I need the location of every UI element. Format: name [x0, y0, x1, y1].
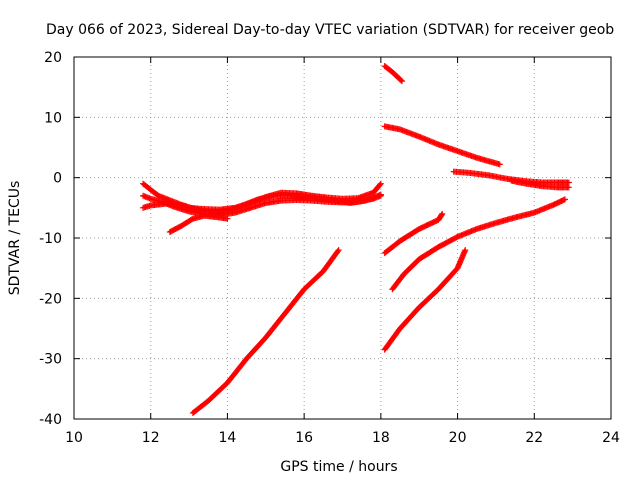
data-point — [335, 247, 342, 254]
data-point — [462, 247, 469, 254]
data-points — [140, 63, 572, 416]
data-series — [381, 247, 469, 353]
y-tick-label: 20 — [44, 50, 62, 66]
y-tick-label: -30 — [39, 352, 62, 368]
x-tick-label: 10 — [65, 430, 83, 446]
data-point — [438, 211, 445, 218]
x-tick-label: 14 — [219, 430, 237, 446]
y-tick-label: 10 — [44, 110, 62, 126]
data-point — [377, 191, 384, 198]
data-series — [381, 210, 446, 257]
x-tick-label: 18 — [372, 430, 390, 446]
data-series — [389, 196, 568, 293]
x-tick-label: 24 — [602, 430, 620, 446]
data-point — [561, 196, 568, 203]
x-tick-label: 12 — [142, 430, 160, 446]
grid — [74, 57, 611, 419]
data-point — [397, 77, 404, 84]
data-point — [565, 184, 572, 191]
x-tick-label: 22 — [525, 430, 543, 446]
data-point — [334, 248, 341, 255]
y-tick-label: -10 — [39, 231, 62, 247]
data-point — [398, 78, 405, 85]
data-point — [377, 180, 384, 187]
data-point — [377, 181, 384, 188]
x-tick-label: 20 — [449, 430, 467, 446]
y-tick-label: -40 — [39, 412, 62, 428]
data-series — [166, 212, 231, 235]
data-point — [496, 161, 503, 168]
data-series — [381, 123, 503, 168]
data-series — [381, 63, 405, 85]
data-point — [224, 215, 231, 222]
data-point — [439, 210, 446, 217]
data-series — [140, 191, 384, 216]
data-series — [189, 247, 342, 416]
chart-title: Day 066 of 2023, Sidereal Day-to-day VTE… — [46, 22, 614, 38]
x-axis: 10 12 14 16 18 20 22 24 — [65, 57, 620, 446]
y-axis: -40 -30 -20 -10 0 10 20 — [39, 50, 611, 428]
data-series — [508, 177, 572, 191]
y-tick-label: -20 — [39, 291, 62, 307]
x-axis-label: GPS time / hours — [280, 459, 397, 475]
y-axis-label: SDTVAR / TECUs — [7, 181, 23, 296]
x-tick-label: 16 — [295, 430, 313, 446]
y-tick-label: 0 — [53, 171, 62, 187]
